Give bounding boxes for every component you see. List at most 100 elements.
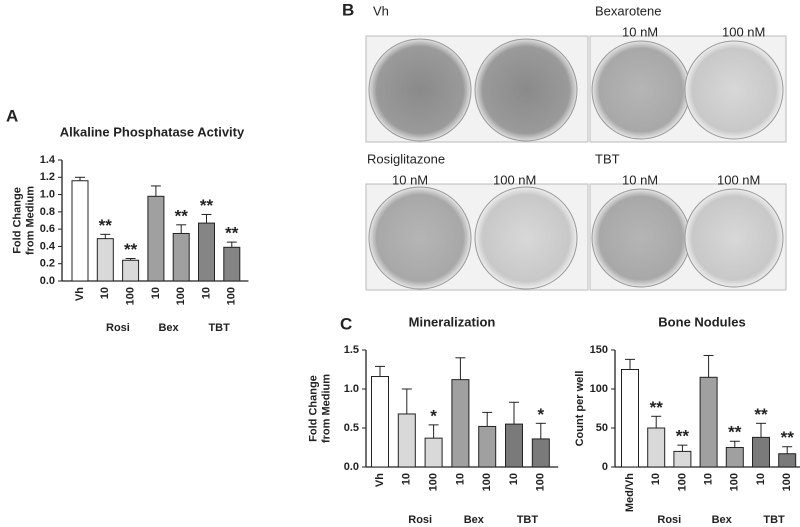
panel-label: B [342, 0, 354, 19]
y-tick-label: 1.0 [344, 383, 359, 395]
x-tick-label: 100 [226, 287, 238, 305]
significance-label: ** [225, 224, 239, 243]
bar [778, 453, 797, 468]
group-label: Bex [464, 514, 485, 526]
x-tick-label: 10 [401, 473, 413, 485]
x-tick-label: 10 [200, 287, 212, 299]
y-axis-label: from Medium [24, 186, 36, 255]
bar [505, 423, 523, 468]
significance-label: ** [754, 405, 768, 424]
bar [172, 232, 190, 282]
bar [424, 437, 443, 468]
y-axis-label: from Medium [320, 374, 332, 443]
bar [147, 195, 165, 282]
panel-label: A [6, 106, 18, 125]
y-axis-label: Count per well [574, 371, 586, 447]
dose-label: 10 nM [622, 24, 658, 39]
x-tick-label: 100 [781, 473, 793, 491]
y-tick-label: 0 [602, 461, 608, 473]
group-label: Rosi [106, 322, 130, 334]
y-tick-label: 0.6 [40, 223, 55, 235]
x-tick-label: 100 [428, 473, 440, 491]
well [368, 186, 472, 290]
y-tick-label: 1.5 [344, 344, 359, 356]
y-tick-label: 50 [596, 422, 608, 434]
dose-label: 100 nM [717, 172, 760, 187]
bar [71, 180, 89, 282]
x-tick-label: Vh [374, 473, 386, 487]
y-axis-label: Fold Change [11, 187, 23, 254]
chart-title: Bone Nodules [658, 314, 745, 329]
x-tick-label: 100 [125, 287, 137, 305]
significance-label: ** [676, 427, 690, 446]
x-tick-label: 10 [150, 287, 162, 299]
x-tick-label: 10 [508, 473, 520, 485]
well [591, 40, 691, 140]
bar [122, 259, 140, 282]
y-tick-label: 0.4 [40, 240, 56, 252]
x-tick-label: Vh [74, 287, 86, 301]
x-tick-label: 10 [755, 473, 767, 485]
group-label: TBT [763, 514, 785, 526]
y-tick-label: 0.0 [344, 461, 359, 473]
bar [198, 222, 215, 282]
well [474, 38, 578, 142]
significance-label: ** [200, 196, 214, 215]
x-tick-label: 10 [703, 473, 715, 485]
well [684, 188, 784, 288]
y-tick-label: 0.2 [40, 258, 55, 270]
bar [621, 369, 639, 468]
chart-title: Mineralization [409, 314, 496, 329]
bar [647, 427, 666, 468]
group-label: Bex [712, 514, 733, 526]
x-tick-label: 100 [481, 473, 493, 491]
dose-label: 10 nM [622, 172, 658, 187]
photo-label: Rosiglitazone [367, 151, 445, 166]
bar [725, 447, 744, 468]
significance-label: ** [124, 240, 138, 259]
bar [397, 413, 416, 468]
bar [223, 246, 241, 282]
group-label: Rosi [408, 514, 432, 526]
bar [673, 450, 692, 468]
x-tick-label: 10 [99, 287, 111, 299]
x-tick-label: 10 [650, 473, 662, 485]
bar [699, 376, 718, 468]
dose-label: 100 nM [493, 172, 536, 187]
group-label: TBT [517, 514, 539, 526]
x-tick-label: 10 [454, 473, 466, 485]
significance-label: ** [781, 428, 795, 447]
y-tick-label: 1.4 [40, 154, 56, 166]
well [368, 38, 472, 142]
x-tick-label: 100 [729, 473, 741, 491]
significance-label: ** [99, 216, 113, 235]
well [684, 40, 784, 140]
bar [371, 376, 389, 468]
y-tick-label: 0.8 [40, 206, 55, 218]
well [591, 188, 691, 288]
photo-label: TBT [595, 151, 620, 166]
x-tick-label: Med/Vh [624, 473, 636, 512]
dose-label: 10 nM [392, 172, 428, 187]
well [474, 186, 578, 290]
significance-label: ** [650, 398, 664, 417]
y-tick-label: 1.2 [40, 171, 55, 183]
y-tick-label: 150 [590, 344, 608, 356]
dose-label: 100 nM [722, 24, 765, 39]
panel-label: C [340, 314, 352, 333]
significance-label: ** [728, 423, 742, 442]
significance-label: ** [175, 206, 189, 225]
bar [752, 436, 770, 468]
x-tick-label: 100 [535, 473, 547, 491]
bar [531, 438, 550, 468]
bar [96, 238, 114, 282]
y-tick-label: 0.0 [40, 275, 55, 287]
group-label: TBT [208, 322, 230, 334]
group-label: Rosi [657, 514, 681, 526]
chart-title: Alkaline Phosphatase Activity [60, 124, 245, 139]
x-tick-label: 100 [175, 287, 187, 305]
y-tick-label: 100 [590, 383, 608, 395]
significance-label: * [537, 405, 544, 424]
